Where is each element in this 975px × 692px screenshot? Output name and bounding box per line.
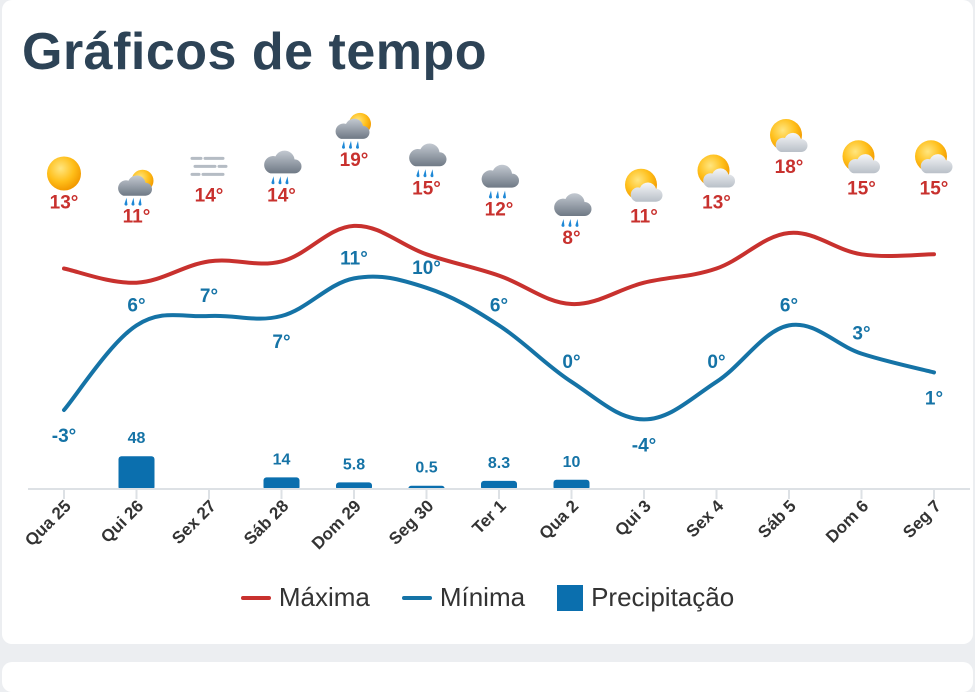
max-temperature-line — [62, 223, 936, 307]
legend-min-swatch — [401, 595, 432, 600]
x-axis-label: Qua 25 — [21, 496, 75, 550]
weather-chart: 13° -3° 11° 6° 48 14° 7° 14° 7° 14 19° 11° 5.8 15° 10°… — [21, 112, 970, 553]
precipitation-label: 8.3 — [488, 455, 510, 472]
precipitation-bar — [481, 480, 517, 490]
cloud-rain-icon — [264, 150, 302, 185]
min-temp-label: 6° — [127, 295, 145, 316]
legend-max-label: Máxima — [278, 582, 370, 612]
cloud-rain-icon — [481, 164, 519, 199]
x-axis-label: Sáb 5 — [754, 496, 800, 542]
max-temp-label: 8° — [562, 228, 580, 249]
legend-precipitation[interactable]: Precipitação — [557, 582, 734, 613]
min-temp-label: 0° — [562, 352, 580, 373]
x-axis-label: Qui 3 — [611, 496, 654, 539]
x-axis-label: Dom 6 — [822, 496, 872, 546]
min-temp-label: 11° — [340, 248, 368, 269]
x-axis-label: Sáb 28 — [240, 496, 292, 548]
precipitation-bar — [118, 456, 155, 490]
weather-card — [2, 0, 973, 644]
max-temp-label: 13° — [702, 193, 731, 214]
min-temp-label: 3° — [852, 324, 870, 345]
x-axis-ticks — [63, 489, 935, 499]
precipitation-bar — [553, 479, 590, 490]
x-axis-label: Sex 4 — [682, 496, 727, 541]
sun-cloud-icon — [842, 140, 880, 174]
sun-icon — [47, 156, 81, 191]
max-temp-label: 15° — [412, 178, 441, 199]
x-axis-label: Qui 26 — [97, 496, 147, 546]
x-axis-labels: Qua 25 Qui 26 Sex 27 Sáb 28 Dom 29 Seg 30 Ter … — [21, 496, 945, 553]
legend-min-label: Mínima — [439, 582, 526, 612]
min-temp-label: 7° — [272, 332, 290, 353]
legend-precipitation-swatch — [557, 584, 584, 611]
cloud-rain-icon — [409, 143, 447, 178]
x-axis-label: Sex 27 — [168, 496, 220, 548]
max-temp-label: 18° — [775, 157, 804, 178]
sun-cloud-rain-icon — [118, 169, 154, 206]
max-temp-label: 13° — [50, 193, 79, 214]
precipitation-label: 5.8 — [343, 456, 365, 473]
max-temp-label: 14° — [267, 185, 296, 206]
x-axis-label: Ter 1 — [469, 496, 510, 537]
max-temp-label: 14° — [195, 185, 224, 206]
min-temp-label: 1° — [925, 388, 943, 409]
sun-cloud-icon — [697, 154, 735, 188]
page-title: Gráficos de tempo — [22, 23, 488, 81]
legend: Máxima Mínima Precipitação — [0, 582, 975, 613]
max-temp-label: 15° — [847, 178, 876, 199]
precipitation-label: 48 — [128, 430, 146, 447]
min-temp-label: 6° — [780, 295, 798, 316]
precipitation-bar — [263, 477, 300, 490]
max-temp-label: 12° — [485, 200, 514, 221]
min-temp-label: -3° — [52, 426, 77, 447]
min-temp-label: 10° — [412, 258, 441, 279]
legend-precipitation-label: Precipitação — [591, 582, 735, 612]
x-axis-label: Qua 2 — [535, 496, 582, 543]
max-temp-label: 19° — [340, 150, 369, 171]
sun-cloud-rain-icon — [335, 112, 371, 149]
value-labels: 13° -3° 11° 6° 48 14° 7° 14° 7° 14 19° 11° 5.8 15° 10°… — [50, 150, 949, 477]
max-temp-label: 11° — [630, 207, 658, 228]
min-temp-label: 0° — [707, 352, 725, 373]
precipitation-label: 10 — [563, 454, 581, 471]
min-temperature-line — [62, 274, 936, 422]
next-card — [2, 662, 973, 692]
x-axis-label: Seg 7 — [899, 496, 945, 542]
sun-cloud-icon — [770, 119, 808, 152]
max-temp-label: 15° — [920, 178, 949, 199]
legend-max-swatch — [240, 595, 271, 600]
cloud-rain-icon — [554, 193, 592, 227]
min-temp-label: -4° — [632, 435, 657, 456]
precipitation-label: 0.5 — [415, 460, 437, 477]
x-axis-label: Seg 30 — [385, 496, 437, 548]
min-temp-label: 7° — [200, 286, 218, 307]
max-temp-label: 11° — [123, 207, 151, 228]
legend-max[interactable]: Máxima — [240, 582, 370, 613]
sun-cloud-icon — [625, 168, 663, 202]
fog-icon — [190, 156, 228, 176]
x-axis-label: Dom 29 — [308, 496, 365, 553]
precipitation-label: 14 — [273, 451, 291, 468]
sun-cloud-icon — [915, 140, 953, 174]
legend-min[interactable]: Mínima — [401, 582, 526, 613]
min-temp-label: 6° — [490, 295, 508, 316]
